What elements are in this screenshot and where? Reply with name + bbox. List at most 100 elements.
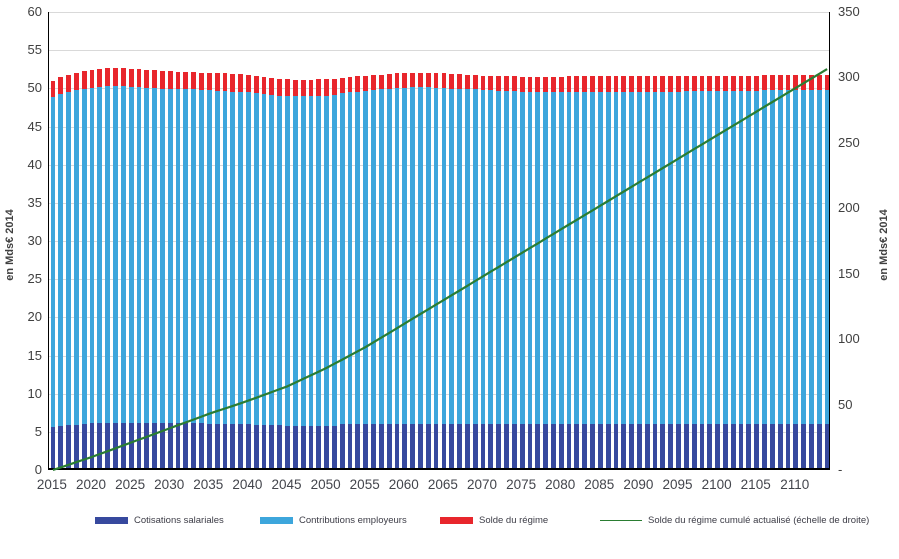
- bar-segment-solde: [793, 74, 799, 91]
- bar-segment-employeurs: [566, 91, 572, 424]
- bar-segment-solde: [550, 77, 556, 92]
- bar-segment-employeurs: [621, 91, 627, 424]
- bar-segment-employeurs: [363, 90, 369, 424]
- bar-segment-solde: [58, 77, 64, 94]
- bar-segment-cotisations: [691, 423, 697, 468]
- bar-segment-solde: [355, 76, 361, 92]
- y-tick-label-right: 350: [838, 4, 860, 19]
- legend-swatch-cotisations-icon: [95, 516, 128, 524]
- bar-segment-solde: [308, 80, 314, 97]
- bar-segment-employeurs: [246, 92, 251, 424]
- bar-segment-employeurs: [425, 87, 431, 424]
- bar-segment-solde: [457, 74, 462, 89]
- bar-segment-employeurs: [113, 86, 118, 423]
- bar-segment-cotisations: [582, 423, 588, 468]
- bar-segment-employeurs: [175, 89, 181, 423]
- bar-segment-cotisations: [332, 426, 337, 468]
- bar-segment-cotisations: [66, 425, 71, 468]
- bar-segment-cotisations: [644, 423, 650, 468]
- bar-segment-solde: [644, 76, 650, 92]
- bar-segment-solde: [785, 74, 791, 91]
- bar-segment-employeurs: [238, 91, 243, 424]
- legend-label: Solde du régime cumulé actualisé (échell…: [648, 514, 870, 526]
- bar-segment-employeurs: [378, 89, 384, 424]
- bar-segment-solde: [199, 72, 204, 91]
- bar-segment-solde: [590, 76, 595, 92]
- bar-segment-employeurs: [50, 97, 56, 427]
- bar-segment-employeurs: [355, 91, 361, 424]
- legend-item-cumul: Solde du régime cumulé actualisé (échell…: [600, 514, 869, 526]
- bar-segment-solde: [566, 76, 572, 92]
- bar-segment-employeurs: [504, 90, 509, 424]
- bar-segment-solde: [558, 77, 564, 92]
- y-tick-label-left: 50: [27, 80, 42, 96]
- bar-segment-cotisations: [730, 423, 736, 468]
- bar-segment-solde: [824, 74, 830, 91]
- bar-segment-solde: [81, 71, 87, 89]
- bar-segment-employeurs: [457, 88, 462, 424]
- bar-segment-employeurs: [402, 87, 408, 424]
- bar-segment-solde: [730, 75, 736, 91]
- bar-segment-solde: [754, 75, 760, 91]
- bar-segment-cotisations: [676, 423, 681, 468]
- bar-segment-employeurs: [433, 87, 439, 424]
- gridline: [49, 126, 829, 128]
- bar-segment-solde: [582, 76, 588, 92]
- bar-segment-solde: [144, 70, 150, 88]
- bar-segment-solde: [543, 77, 548, 92]
- bar-segment-cotisations: [269, 425, 275, 468]
- bar-segment-employeurs: [535, 91, 541, 424]
- bar-segment-employeurs: [660, 91, 666, 424]
- bar-segment-solde: [723, 75, 728, 91]
- bar-segment-employeurs: [199, 90, 204, 423]
- bar-segment-cotisations: [308, 426, 314, 468]
- bar-segment-cotisations: [660, 423, 666, 468]
- bar-segment-cotisations: [762, 423, 767, 468]
- bar-segment-cotisations: [785, 423, 791, 468]
- bar-segment-employeurs: [73, 90, 79, 425]
- bar-segment-cotisations: [590, 423, 595, 468]
- bar-segment-cotisations: [527, 423, 533, 468]
- bar-segment-employeurs: [261, 93, 267, 425]
- x-tick-label: 2105: [740, 477, 771, 492]
- bar-segment-cotisations: [105, 422, 111, 468]
- bar-segment-solde: [527, 77, 533, 92]
- bar-segment-solde: [574, 76, 580, 92]
- bar-segment-cotisations: [425, 423, 431, 468]
- bar-segment-cotisations: [418, 423, 423, 468]
- bar-segment-solde: [347, 77, 353, 93]
- bar-segment-cotisations: [253, 424, 259, 468]
- bar-segment-employeurs: [128, 87, 134, 423]
- bar-segment-solde: [120, 68, 126, 87]
- bar-segment-employeurs: [629, 91, 634, 424]
- bar-segment-employeurs: [97, 87, 103, 423]
- bar-segment-solde: [738, 75, 744, 91]
- bar-segment-solde: [660, 76, 666, 92]
- bar-segment-solde: [480, 75, 486, 91]
- bar-segment-employeurs: [809, 90, 814, 424]
- gridline: [49, 164, 829, 166]
- bar-segment-solde: [676, 76, 681, 92]
- bar-segment-solde: [253, 76, 259, 94]
- y-tick-label-right: -: [838, 462, 843, 477]
- bar-segment-cotisations: [480, 423, 486, 468]
- bar-segment-employeurs: [292, 96, 298, 427]
- gridline: [49, 202, 829, 204]
- bar-segment-cotisations: [363, 423, 369, 468]
- bar-segment-cotisations: [355, 423, 361, 468]
- bar-segment-cotisations: [511, 423, 517, 468]
- bar-segment-solde: [410, 72, 416, 88]
- bar-segment-employeurs: [89, 87, 95, 423]
- bar-segment-employeurs: [152, 87, 157, 423]
- bar-segment-employeurs: [574, 91, 580, 424]
- bar-segment-solde: [816, 74, 822, 91]
- bar-segment-employeurs: [441, 87, 447, 424]
- bar-segment-employeurs: [144, 87, 150, 423]
- bar-segment-cotisations: [629, 423, 634, 468]
- bar-segment-cotisations: [261, 424, 267, 468]
- bar-segment-employeurs: [285, 95, 290, 427]
- bar-segment-employeurs: [81, 88, 87, 424]
- y-tick-label-right: 250: [838, 134, 860, 150]
- bar-segment-solde: [504, 76, 509, 91]
- bar-segment-employeurs: [762, 90, 767, 424]
